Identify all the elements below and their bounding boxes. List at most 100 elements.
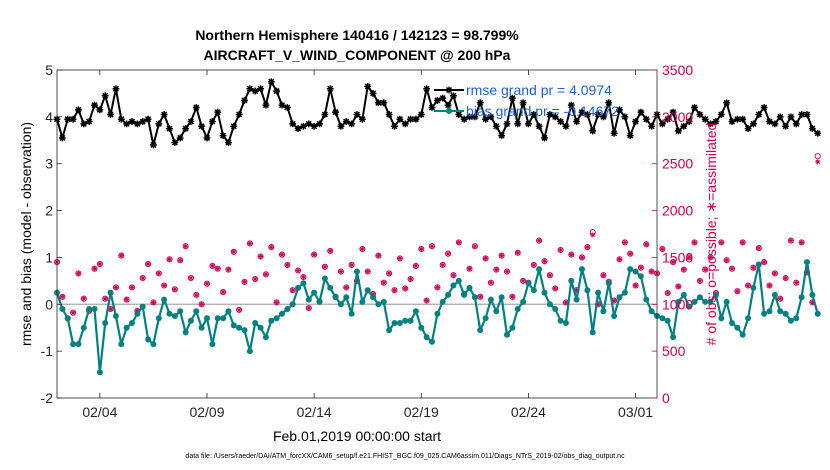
bias-point (246, 348, 253, 355)
rmse-point (766, 118, 773, 125)
obs-assimilated-marker (557, 247, 564, 253)
rmse-point (326, 85, 334, 93)
rmse-point (460, 115, 468, 123)
bias-point (504, 331, 510, 338)
rmse-point (701, 115, 709, 123)
obs-assimilated-marker (568, 252, 574, 258)
obs-assimilated-marker (734, 288, 740, 294)
rmse-point (696, 111, 704, 118)
rmse-point (412, 115, 420, 123)
bias-point (75, 341, 82, 348)
obs-assimilated-marker (386, 270, 392, 276)
rmse-point (401, 120, 409, 128)
rmse-point (117, 115, 125, 123)
obs-assimilated-marker (488, 280, 494, 286)
obs-assimilated-marker (681, 267, 687, 273)
obs-assimilated-marker (327, 248, 333, 254)
rmse-point (685, 118, 693, 125)
rmse-point (616, 106, 623, 114)
bias-point (402, 317, 409, 324)
obs-assimilated-marker (707, 254, 714, 261)
rmse-point (369, 90, 377, 97)
y-tick-label-right: 1500 (662, 249, 693, 265)
obs-assimilated-marker (659, 246, 665, 252)
bias-point (643, 296, 650, 303)
bias-point (771, 291, 778, 298)
obs-assimilated-marker (279, 252, 285, 258)
bias-point (520, 298, 527, 305)
bias-point (182, 329, 189, 336)
rmse-point (251, 87, 259, 95)
axes-layer: 02/04 02/09 02/14 02/19 02/24 03/01 -2 -1 0 1 2 3 4 5… (41, 62, 694, 420)
bias-point (91, 306, 98, 312)
obs-assimilated-marker (793, 280, 799, 286)
obs-assimilated-marker (365, 268, 371, 275)
y-tick-label-left: 1 (45, 249, 53, 265)
rmse-point (626, 132, 634, 139)
legend-swatch-marker (445, 86, 453, 94)
obs-assimilated-marker (177, 257, 183, 263)
bias-point (396, 320, 403, 326)
chart-title-line2: AIRCRAFT_V_WIND_COMPONENT @ 200 hPa (204, 47, 511, 63)
bias-point (321, 275, 328, 282)
rmse-point (267, 78, 275, 86)
bias-point (316, 298, 323, 305)
legend: rmse grand pr = 4.0974 bias grand pr = -0… (434, 82, 619, 119)
bias-point (766, 308, 773, 315)
rmse-point (342, 118, 350, 125)
bias-point (471, 294, 478, 301)
obs-assimilated-marker (493, 267, 499, 273)
obs-assimilated-marker (482, 255, 489, 261)
obs-assimilated-marker (107, 306, 114, 312)
obs-assimilated-marker (777, 296, 783, 302)
x-tick-label: 02/14 (297, 404, 332, 420)
rmse-point (750, 120, 757, 128)
bias-point (804, 259, 810, 266)
obs-assimilated-marker (531, 262, 537, 268)
bias-point (627, 266, 634, 273)
obs-assimilated-marker (740, 239, 746, 246)
rmse-point (133, 120, 141, 128)
bias-point (102, 320, 109, 326)
obs-assimilated-marker (257, 253, 264, 260)
bias-point (107, 289, 114, 296)
rmse-point (348, 120, 356, 128)
bias-point (487, 296, 494, 303)
rmse-point (760, 104, 768, 111)
obs-assimilated-marker (129, 284, 135, 291)
rmse-point (567, 101, 575, 109)
bias-point (809, 291, 816, 298)
obs-assimilated-marker (381, 280, 387, 286)
rmse-point (739, 115, 747, 123)
obs-assimilated-marker (611, 297, 617, 304)
y-tick-label-right: 3500 (662, 62, 693, 78)
obs-assimilated-marker (632, 282, 639, 289)
obs-assimilated-marker (145, 261, 151, 267)
rmse-point (519, 99, 527, 107)
x-tick-label: 02/19 (404, 404, 439, 420)
bias-point (412, 308, 419, 315)
bias-point (718, 315, 725, 322)
y-tick-label-left: 0 (45, 296, 53, 312)
y-tick-label-right: 3000 (662, 109, 693, 125)
obs-assimilated-marker (541, 258, 548, 264)
bias-point (112, 313, 119, 319)
bias-point (584, 287, 591, 294)
obs-assimilated-marker (424, 297, 430, 304)
obs-assimilated-marker (204, 281, 210, 287)
rmse-point (771, 120, 779, 128)
rmse-point (155, 120, 163, 128)
obs-assimilated-marker (102, 296, 108, 302)
obs-assimilated-marker (290, 287, 296, 293)
rmse-point (755, 111, 763, 118)
rmse-point (787, 113, 795, 121)
bias-point (605, 280, 612, 287)
bias-point (514, 306, 521, 312)
rmse-point (182, 125, 189, 132)
bias-point (284, 306, 291, 312)
bias-point (305, 296, 312, 303)
rmse-point (798, 111, 806, 118)
bias-point (386, 327, 393, 334)
rmse-point (578, 108, 586, 116)
